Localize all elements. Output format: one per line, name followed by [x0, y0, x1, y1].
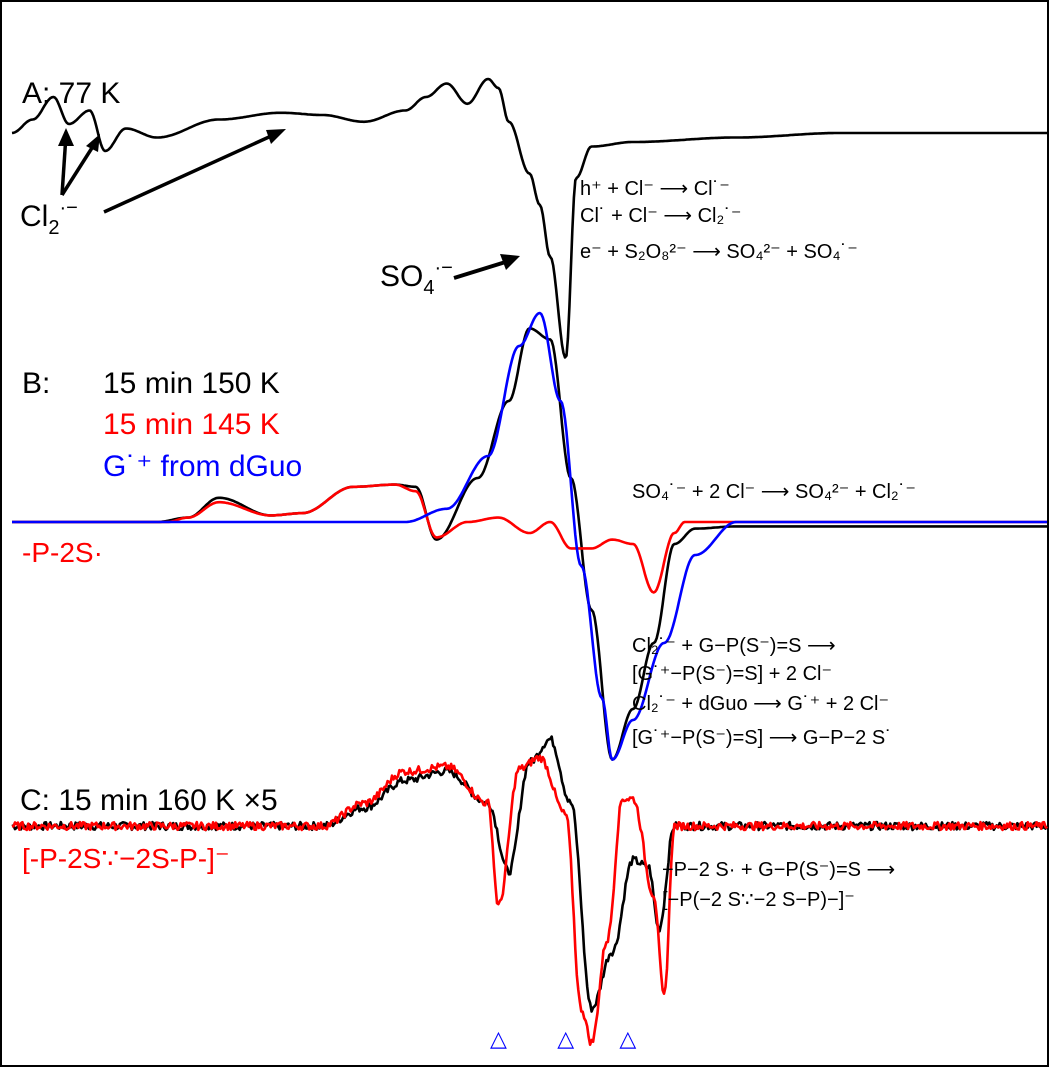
legend-145k: 15 min 145 K — [103, 408, 280, 441]
reaction-c1: −P−2 S· + G−P(S⁻)=S ⟶ — [662, 859, 895, 881]
reaction-c2: [−P(−2 S∵−2 S−P)−]⁻ — [662, 889, 855, 911]
reaction-b4: [G˙⁺−P(S⁻)=S] ⟶ G−P−2 S˙ — [632, 727, 892, 749]
cl2-arrowheads — [58, 128, 286, 152]
panel-b-label: B: — [22, 367, 50, 400]
peak-markers: △ △ △ — [490, 1027, 636, 1052]
reaction-a1: h⁺ + Cl⁻ ⟶ Cl˙⁻ — [580, 178, 730, 200]
cl2-radical-label: Cl2·− — [20, 197, 78, 239]
trace-a-series-0 — [11, 77, 1047, 359]
reaction-b2: [G˙⁺−P(S⁻)=S] + 2 Cl⁻ — [632, 663, 832, 685]
panel-a-label: A: 77 K — [22, 77, 120, 110]
trace-b-series-2 — [12, 311, 1047, 761]
reaction-b3: Cl₂˙⁻ + dGuo ⟶ G˙⁺ + 2 Cl⁻ — [632, 693, 889, 715]
species-label-b: -P-2S· — [22, 537, 103, 568]
so4-arrowhead — [500, 254, 520, 270]
so4-arrow — [453, 258, 513, 280]
panel-c-label: C: 15 min 160 K ×5 — [20, 784, 278, 817]
peak-marker-1: △ — [557, 1027, 574, 1052]
reaction-a3: e⁻ + S₂O₈²⁻ ⟶ SO₄²⁻ + SO₄˙⁻ — [580, 241, 858, 263]
reaction-a2: Cl˙ + Cl⁻ ⟶ Cl₂˙⁻ — [580, 205, 741, 227]
peak-marker-2: △ — [619, 1027, 636, 1052]
spectra-traces — [11, 77, 1049, 1046]
so4-radical-label: SO4·− — [380, 257, 453, 299]
species-label-c: [-P-2S∵−2S-P-]⁻ — [22, 843, 230, 874]
trace-c-series-1 — [11, 754, 1048, 1046]
reaction-b1: Cl₂˙⁻ + G−P(S⁻)=S ⟶ — [632, 635, 836, 657]
reaction-b-top: SO₄˙⁻ + 2 Cl⁻ ⟶ SO₄²⁻ + Cl₂˙⁻ — [632, 481, 916, 503]
legend-dguo: G˙⁺ from dGuo — [103, 450, 302, 483]
peak-marker-0: △ — [490, 1027, 507, 1052]
legend-150k: 15 min 150 K — [103, 367, 280, 400]
